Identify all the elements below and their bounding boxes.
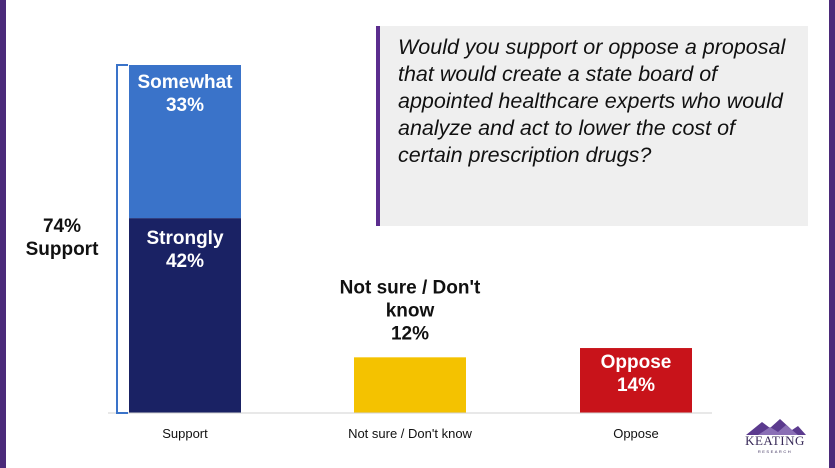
label-not-sure-line-3: 12% [391,323,429,344]
label-not-sure-line-2: know [386,300,435,321]
label-strongly-line-2: 42% [166,251,204,272]
label-strongly-line-1: Strongly [146,228,223,249]
support-bracket [116,64,128,414]
question-text: Would you support or oppose a proposal t… [398,35,786,167]
keating-logo: KEATING RESEARCH [740,418,810,460]
category-label-1: Support [162,426,208,441]
label-oppose-line-1: Oppose [601,352,672,373]
right-frame-bar [829,0,835,468]
logo-subtitle: RESEARCH [757,449,793,454]
bar-oppose [580,348,692,413]
category-label-2: Not sure / Don't know [348,426,472,441]
bar-support-strongly [129,218,241,413]
question-box: Would you support or oppose a proposal t… [376,26,808,226]
bar-support-somewhat [129,65,241,219]
label-oppose-line-2: 14% [617,375,655,396]
mountain-logo-icon [746,419,806,435]
label-not-sure-line-1: Not sure / Don't [340,277,481,298]
label-support-total-line-1: 74% [43,216,81,237]
logo-wordmark: KEATING [745,433,805,448]
label-support-total-line-2: Support [26,239,99,260]
category-label-3: Oppose [613,426,659,441]
left-frame-bar [0,0,6,468]
label-somewhat-line-1: Somewhat [137,72,233,93]
bar-not-sure [354,357,466,413]
label-somewhat-line-2: 33% [166,95,204,116]
